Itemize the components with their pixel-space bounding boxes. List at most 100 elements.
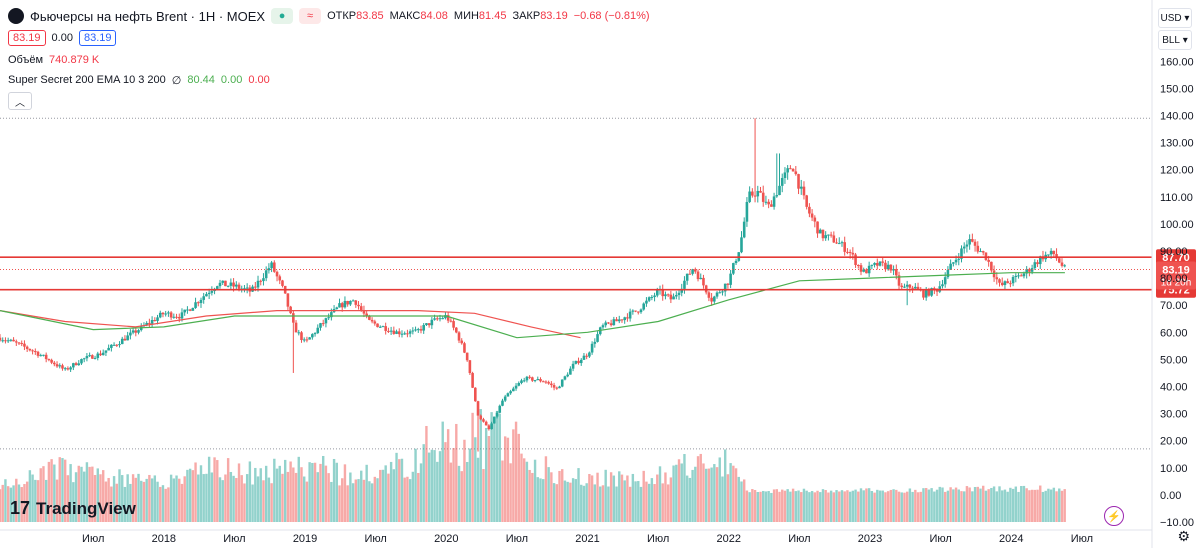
volume-bar: [207, 456, 211, 522]
x-tick-label: Июл: [788, 533, 810, 545]
volume-bar: [449, 462, 453, 522]
candle-body: [343, 300, 347, 308]
volume-bar: [159, 486, 162, 522]
volume-bar: [938, 486, 941, 522]
y-tick-label: 140.00: [1160, 111, 1194, 123]
candle-body: [661, 289, 665, 297]
candle-body: [365, 313, 368, 316]
volume-bar: [889, 489, 893, 522]
candle-body: [134, 330, 138, 333]
unit-select[interactable]: BLL ▾: [1158, 30, 1192, 50]
candle-body: [588, 352, 591, 357]
symbol-title[interactable]: Фьючерсы на нефть Brent · 1Н · MOEX: [30, 8, 266, 24]
candle-body: [82, 358, 86, 360]
volume-bar: [6, 486, 10, 522]
volume-bar: [433, 450, 436, 522]
indicator-label[interactable]: Super Secret 200 EMA 10 3 200: [8, 74, 166, 86]
candle-body: [215, 286, 219, 289]
volume-bar: [134, 477, 138, 522]
candle-body: [96, 353, 100, 358]
open-label: ОТКР: [327, 10, 357, 22]
candle-body: [751, 191, 754, 196]
candle-body: [297, 332, 301, 334]
volume-bar: [316, 472, 319, 522]
candle-body: [870, 264, 874, 266]
volume-bar: [599, 486, 602, 522]
currency-select[interactable]: USD ▾: [1158, 8, 1192, 28]
volume-bar: [816, 490, 819, 522]
collapse-legend-icon[interactable]: ︿: [8, 92, 32, 110]
volume-bar: [332, 458, 336, 522]
x-tick-label: Июл: [1071, 533, 1093, 545]
volume-bar: [585, 483, 588, 522]
candle-body: [153, 320, 157, 322]
candle-body: [202, 296, 206, 300]
bid-button[interactable]: 83.19: [8, 30, 46, 46]
candle-body: [460, 340, 464, 344]
candle-body: [704, 285, 708, 293]
volume-bar: [50, 459, 53, 522]
candle-body: [316, 327, 320, 334]
candle-body: [574, 360, 578, 364]
y-tick-label: 40.00: [1160, 382, 1188, 394]
candle-body: [6, 340, 10, 342]
volume-bar: [110, 486, 113, 522]
candle-body: [259, 280, 263, 282]
lightning-icon[interactable]: ⚡: [1104, 506, 1124, 526]
candle-body: [237, 284, 241, 289]
volume-bar: [916, 492, 920, 522]
candle-body: [802, 186, 806, 196]
candle-body: [541, 381, 545, 383]
candle-body: [416, 329, 420, 331]
volume-bar: [327, 473, 330, 522]
tradingview-logo[interactable]: 17 TradingView: [10, 498, 136, 519]
volume-bar: [680, 463, 683, 522]
candle-body: [12, 339, 15, 342]
volume-bar: [694, 466, 697, 522]
candle-body: [875, 262, 879, 266]
candle-body: [517, 383, 521, 386]
candle-body: [808, 206, 811, 214]
candle-body: [414, 329, 417, 331]
volume-bar: [150, 478, 154, 522]
candle-body: [509, 391, 512, 394]
candle-body: [104, 350, 108, 353]
volume-row: Объём 740.879 K: [8, 50, 650, 70]
volume-bar: [452, 448, 455, 522]
candle-body: [1014, 275, 1018, 278]
candle-body: [1033, 262, 1037, 269]
candle-body: [886, 264, 890, 270]
candle-body: [465, 352, 469, 361]
volume-bar: [28, 470, 32, 522]
candle-body: [229, 282, 233, 286]
volume-bar: [237, 463, 241, 522]
y-tick-label: 10.00: [1160, 463, 1188, 475]
volume-bar: [637, 481, 640, 522]
volume-bar: [12, 485, 15, 522]
candle-body: [311, 334, 314, 338]
candle-body: [463, 343, 466, 353]
candle-body: [756, 190, 760, 197]
ask-button[interactable]: 83.19: [78, 30, 117, 46]
candle-body: [998, 279, 1001, 283]
volume-bar: [85, 462, 89, 522]
volume-label[interactable]: Объём: [8, 54, 44, 66]
candle-body: [645, 300, 648, 304]
volume-bar: [400, 458, 404, 522]
candle-body: [555, 387, 559, 389]
volume-bar: [685, 475, 689, 522]
candle-body: [1038, 256, 1042, 265]
candle-body: [962, 246, 966, 249]
volume-bar: [169, 474, 173, 522]
settings-gear-icon[interactable]: ⚙: [1177, 528, 1190, 544]
candle-body: [438, 318, 442, 320]
volume-bar: [604, 469, 607, 522]
candle-body: [403, 333, 406, 335]
compare-icon[interactable]: ≈: [299, 8, 322, 24]
status-dot-icon[interactable]: ●: [271, 8, 294, 24]
volume-bar: [107, 477, 110, 522]
volume-bar: [895, 489, 898, 522]
candle-body: [571, 363, 575, 369]
volume-bar: [267, 477, 271, 522]
